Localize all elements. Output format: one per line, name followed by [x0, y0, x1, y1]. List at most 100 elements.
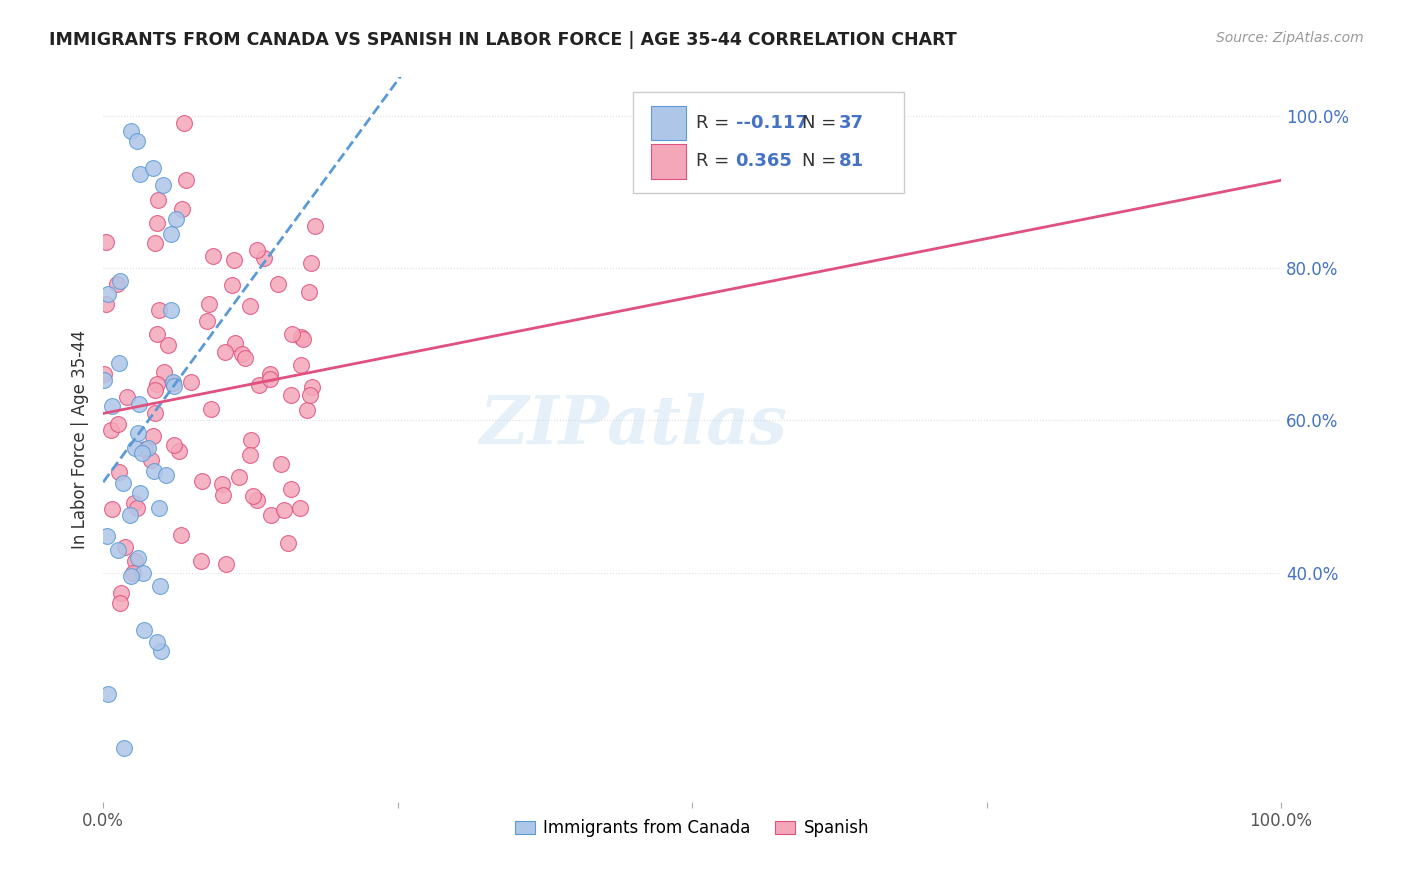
Point	[128, 397, 150, 411]
Text: N =: N =	[801, 153, 842, 170]
Point	[247, 377, 270, 392]
Point	[155, 467, 177, 482]
Point	[145, 377, 167, 392]
Point	[110, 586, 132, 600]
Point	[136, 441, 159, 455]
Point	[280, 388, 302, 402]
Point	[239, 300, 262, 314]
Point	[160, 227, 183, 242]
Point	[152, 365, 174, 379]
Point	[139, 453, 162, 467]
Point	[297, 403, 319, 417]
Point	[132, 624, 155, 638]
Point	[270, 457, 292, 471]
Point	[280, 482, 302, 496]
Point	[246, 493, 269, 508]
Point	[97, 687, 120, 701]
Text: 37: 37	[839, 114, 865, 132]
Point	[146, 327, 169, 342]
Point	[214, 345, 236, 359]
Text: R =: R =	[696, 114, 734, 132]
Point	[129, 486, 152, 500]
Point	[146, 215, 169, 229]
Point	[143, 406, 166, 420]
Point	[163, 438, 186, 452]
Text: 81: 81	[839, 153, 865, 170]
Point	[231, 346, 253, 360]
Point	[122, 566, 145, 581]
Point	[146, 635, 169, 649]
Point	[222, 252, 245, 267]
Point	[120, 124, 142, 138]
Point	[124, 554, 146, 568]
Legend: Immigrants from Canada, Spanish: Immigrants from Canada, Spanish	[508, 813, 876, 844]
Point	[291, 333, 314, 347]
Point	[174, 173, 197, 187]
Point	[143, 383, 166, 397]
Point	[142, 464, 165, 478]
Point	[107, 543, 129, 558]
Point	[299, 256, 322, 270]
Point	[160, 302, 183, 317]
Text: 0.365: 0.365	[735, 153, 793, 170]
Point	[93, 368, 115, 382]
Point	[224, 335, 246, 350]
Point	[273, 503, 295, 517]
Point	[260, 508, 283, 523]
Point	[97, 287, 120, 301]
Text: --0.117: --0.117	[735, 114, 807, 132]
Point	[239, 448, 262, 462]
Point	[148, 302, 170, 317]
Point	[170, 528, 193, 542]
Point	[142, 429, 165, 443]
Point	[267, 277, 290, 291]
Point	[228, 469, 250, 483]
Y-axis label: In Labor Force | Age 35-44: In Labor Force | Age 35-44	[72, 330, 89, 549]
Point	[173, 116, 195, 130]
Point	[143, 236, 166, 251]
Point	[100, 423, 122, 437]
Point	[298, 285, 321, 299]
FancyBboxPatch shape	[651, 145, 686, 178]
Point	[127, 551, 149, 566]
Point	[162, 375, 184, 389]
Point	[132, 566, 155, 580]
Point	[96, 529, 118, 543]
Point	[253, 251, 276, 265]
Text: IMMIGRANTS FROM CANADA VS SPANISH IN LABOR FORCE | AGE 35-44 CORRELATION CHART: IMMIGRANTS FROM CANADA VS SPANISH IN LAB…	[49, 31, 957, 49]
Point	[191, 474, 214, 488]
Point	[162, 376, 184, 391]
Point	[157, 338, 180, 352]
Point	[114, 540, 136, 554]
Point	[242, 489, 264, 503]
Point	[108, 596, 131, 610]
FancyBboxPatch shape	[633, 92, 904, 194]
Point	[195, 314, 218, 328]
Point	[107, 356, 129, 370]
Text: N =: N =	[801, 114, 842, 132]
Point	[215, 558, 238, 572]
Point	[107, 417, 129, 432]
Point	[259, 367, 281, 381]
Point	[259, 372, 281, 386]
Point	[190, 554, 212, 568]
Point	[152, 178, 174, 192]
Point	[124, 441, 146, 455]
Point	[131, 446, 153, 460]
Point	[105, 277, 128, 291]
Point	[233, 351, 256, 365]
Point	[111, 476, 134, 491]
Point	[301, 380, 323, 394]
Point	[240, 433, 263, 447]
Point	[172, 202, 194, 217]
Point	[202, 249, 225, 263]
Point	[167, 444, 190, 458]
Point	[150, 643, 173, 657]
Point	[165, 212, 187, 227]
Point	[280, 326, 302, 341]
Point	[212, 488, 235, 502]
Point	[129, 167, 152, 181]
Point	[108, 275, 131, 289]
Point	[96, 297, 118, 311]
Point	[127, 425, 149, 440]
